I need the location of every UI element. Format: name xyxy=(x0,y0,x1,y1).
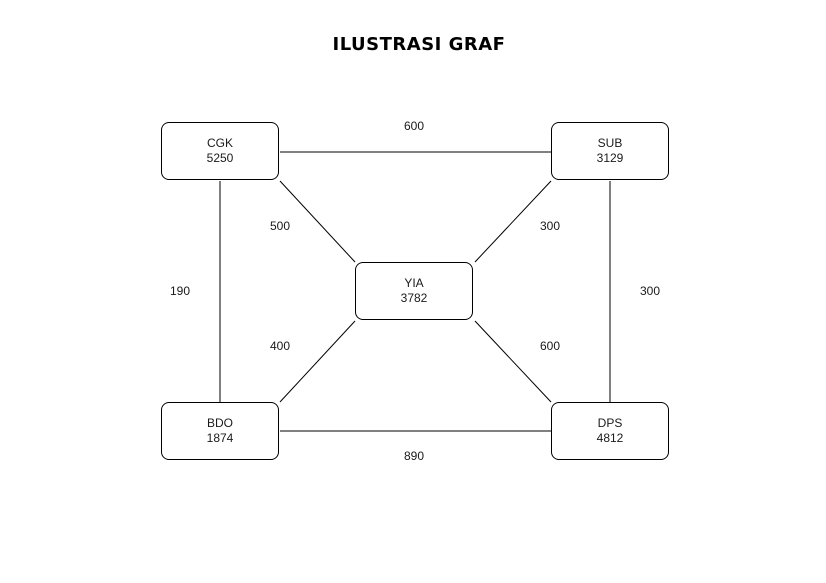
edge-label-bdo-dps: 890 xyxy=(403,449,425,463)
node-bdo[interactable]: BDO 1874 xyxy=(161,402,279,460)
edge-dps-yia xyxy=(474,320,552,403)
edge-label-sub-yia: 300 xyxy=(539,219,561,233)
node-dps-value: 4812 xyxy=(596,431,624,445)
edge-sub-yia xyxy=(474,180,552,263)
edge-bdo-yia xyxy=(279,320,356,403)
node-dps[interactable]: DPS 4812 xyxy=(551,402,669,460)
node-sub-value: 3129 xyxy=(596,151,624,165)
node-yia[interactable]: YIA 3782 xyxy=(355,262,473,320)
node-cgk[interactable]: CGK 5250 xyxy=(161,122,279,180)
node-dps-name: DPS xyxy=(597,416,623,430)
edge-label-cgk-bdo: 190 xyxy=(169,284,191,298)
node-cgk-name: CGK xyxy=(206,136,233,150)
node-bdo-value: 1874 xyxy=(206,431,234,445)
edge-label-cgk-yia: 500 xyxy=(269,219,291,233)
node-bdo-name: BDO xyxy=(206,416,233,430)
node-cgk-value: 5250 xyxy=(206,151,234,165)
edge-label-dps-yia: 600 xyxy=(539,339,561,353)
diagram-title: ILUSTRASI GRAF xyxy=(332,34,506,55)
node-yia-value: 3782 xyxy=(400,291,428,305)
edge-label-sub-dps: 300 xyxy=(639,284,661,298)
edge-label-bdo-yia: 400 xyxy=(269,339,291,353)
node-sub[interactable]: SUB 3129 xyxy=(551,122,669,180)
edge-label-cgk-sub: 600 xyxy=(403,119,425,133)
node-yia-name: YIA xyxy=(404,276,424,290)
edge-cgk-yia xyxy=(279,180,356,263)
node-sub-name: SUB xyxy=(597,136,623,150)
